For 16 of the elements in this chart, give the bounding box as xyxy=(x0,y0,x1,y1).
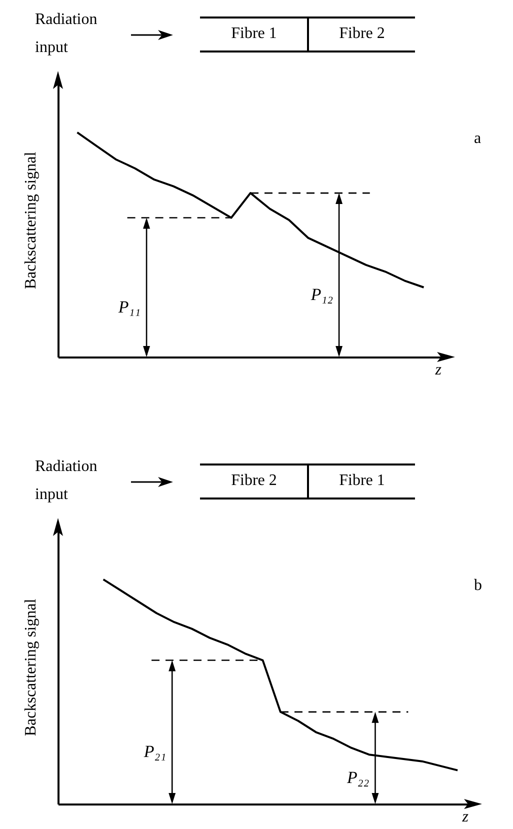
text: a xyxy=(474,129,482,149)
x-axis-title: z xyxy=(461,808,470,826)
y-axis-title: Backscattering signal xyxy=(22,598,40,736)
annotation: P₁₂ xyxy=(310,285,334,304)
text: Radiation input xyxy=(35,457,98,505)
text: Fibre 2 xyxy=(338,24,386,44)
annotation: P₂₂ xyxy=(346,768,370,787)
annotation: P₂₁ xyxy=(142,742,166,762)
x-axis-title: z xyxy=(434,362,442,378)
text: b xyxy=(474,576,482,596)
text: Fibre 2 xyxy=(230,471,278,491)
text: Radiation input xyxy=(35,10,98,58)
y-axis-title: Backscattering signal xyxy=(22,151,40,290)
text: Fibre 1 xyxy=(338,471,386,491)
text: Fibre 1 xyxy=(230,24,278,44)
annotation: P₁₁ xyxy=(117,297,141,316)
